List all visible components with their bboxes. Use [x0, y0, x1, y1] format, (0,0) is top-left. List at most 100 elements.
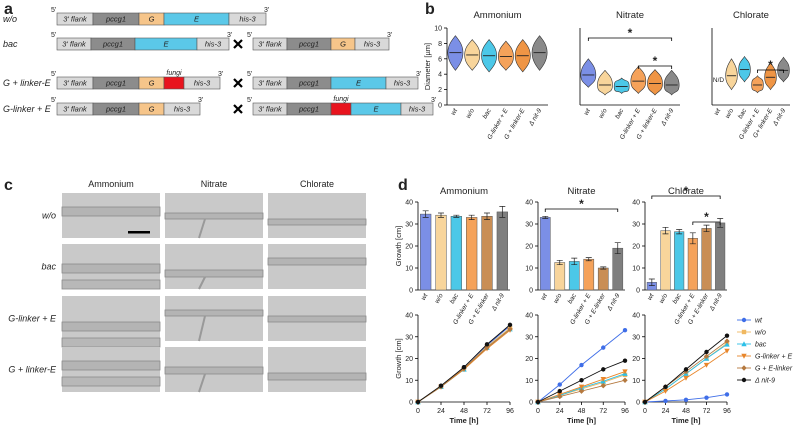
y-tick-label: 40	[632, 313, 640, 320]
bar	[466, 217, 478, 291]
x-tick-label: 0	[536, 408, 540, 415]
marker	[507, 322, 513, 327]
y-tick-label: 10	[405, 266, 413, 273]
x-tick-label: w/o	[724, 107, 735, 120]
chart-title: Nitrate	[568, 186, 596, 197]
y-tick-label: 0	[529, 288, 533, 295]
marker	[683, 367, 689, 372]
block-label: E	[356, 79, 362, 88]
block-label: G	[149, 79, 155, 88]
end-label: 5'	[247, 32, 252, 39]
y-tick-label: 30	[632, 222, 640, 229]
chart-title: Chlorate	[733, 10, 769, 21]
y-axis-label: Growth [cm]	[394, 338, 403, 378]
micrograph-bg	[165, 244, 263, 289]
error-bar	[499, 206, 506, 218]
block-label: 3' flank	[62, 40, 87, 49]
block-label: 3' flank	[258, 40, 283, 49]
x-tick-label: w/o	[552, 292, 563, 305]
x-tick-label: 24	[437, 408, 445, 415]
bar	[660, 230, 671, 291]
block-label: his-3	[364, 40, 381, 49]
marker	[622, 358, 628, 363]
end-label: 5'	[51, 71, 56, 78]
x-tick-label: bac	[567, 292, 579, 305]
block-label: E	[194, 15, 200, 24]
violin	[647, 69, 663, 96]
x-tick-label: 0	[643, 408, 647, 415]
bar	[687, 238, 698, 291]
x-tick-label: wt	[713, 106, 723, 116]
marker	[622, 369, 628, 375]
significance-bracket	[544, 208, 619, 212]
gene-block	[330, 102, 352, 116]
branch	[198, 276, 206, 290]
micrograph	[61, 193, 161, 238]
hypha	[61, 337, 161, 348]
y-tick-label: 8	[438, 41, 442, 48]
y-tick-label: 20	[525, 244, 533, 251]
y-tick-label: 0	[636, 288, 640, 295]
x-tick-label: Δ nit-9	[490, 292, 506, 313]
marker	[557, 382, 562, 387]
x-tick-label: bac	[449, 292, 461, 305]
branch	[198, 373, 206, 393]
end-label: 3'	[387, 32, 392, 39]
significance-bracket	[757, 69, 784, 73]
legend-marker	[741, 317, 747, 323]
marker	[415, 399, 421, 405]
block-label: G	[149, 15, 155, 24]
line	[417, 324, 511, 403]
row-label: bac	[41, 262, 56, 272]
micrograph	[267, 347, 367, 392]
y-tick-label: 0	[438, 103, 442, 110]
marker	[461, 365, 467, 370]
marker	[601, 367, 606, 372]
panel-label: c	[4, 177, 13, 194]
gene-block	[385, 76, 419, 90]
y-tick-label: 40	[632, 200, 640, 207]
x-tick-label: 48	[460, 408, 468, 415]
gene-block	[163, 76, 185, 90]
bar	[583, 258, 595, 291]
hypha	[267, 372, 367, 381]
x-tick-label: Δ nit-9	[708, 292, 724, 313]
marker	[704, 395, 709, 400]
bar	[715, 222, 726, 291]
marker	[578, 384, 585, 390]
block-label: pccg1	[102, 40, 123, 49]
x-tick-label: w/o	[658, 292, 669, 305]
micrograph	[267, 193, 367, 238]
legend-label: G + E-linker	[755, 366, 793, 373]
y-tick-label: 10	[525, 266, 533, 273]
bar	[435, 214, 447, 291]
block-label: E	[163, 40, 169, 49]
x-tick-label: 48	[682, 408, 690, 415]
x-tick-label: bac	[614, 107, 626, 120]
x-axis-label: Time [h]	[567, 416, 597, 425]
hypha	[61, 279, 161, 290]
hypha	[61, 360, 161, 371]
y-tick-label: 2	[438, 87, 442, 94]
branch	[198, 315, 206, 342]
error-bar	[614, 242, 621, 255]
violin	[764, 62, 777, 91]
block-label: pccg1	[105, 15, 126, 24]
marker	[578, 388, 585, 394]
hypha	[61, 206, 161, 217]
hypha	[267, 315, 367, 323]
hypha	[164, 366, 264, 375]
y-tick-label: 20	[405, 356, 413, 363]
x-tick-label: bac	[482, 107, 494, 120]
micrograph	[61, 244, 161, 290]
marker	[683, 375, 689, 381]
block-annotation: fungi	[333, 96, 349, 103]
gene-block	[183, 76, 221, 90]
gene-block	[228, 12, 267, 26]
marker	[622, 328, 628, 333]
micrograph	[164, 296, 264, 342]
y-tick-label: 40	[525, 313, 533, 320]
x-axis-label: Time [h]	[671, 416, 701, 425]
column-header: Ammonium	[88, 179, 134, 189]
